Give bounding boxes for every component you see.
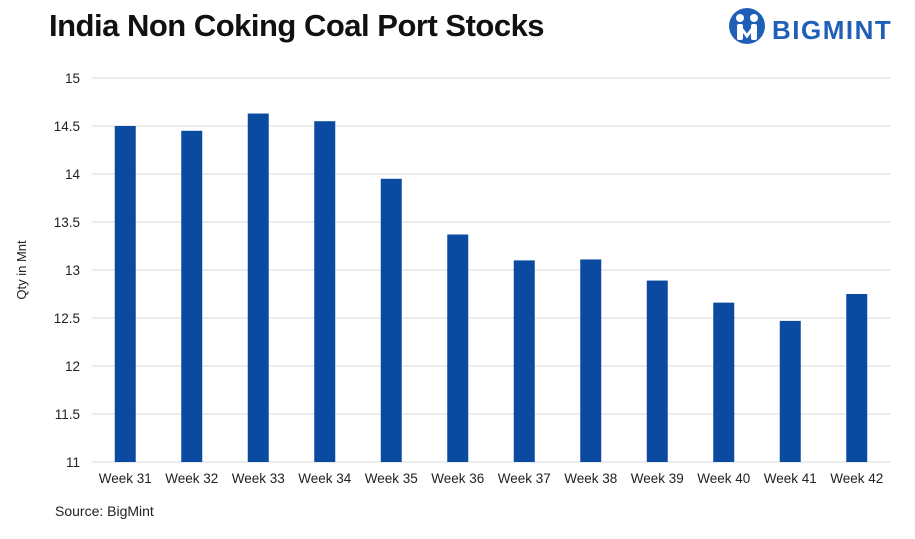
x-tick-label: Week 32	[165, 471, 218, 486]
bar	[713, 302, 735, 462]
x-tick-label: Week 42	[830, 471, 883, 486]
x-tick-label: Week 36	[431, 471, 484, 486]
x-tick-label: Week 31	[99, 471, 152, 486]
y-axis-label: Qty in Mnt	[14, 240, 29, 300]
y-tick-label: 15	[65, 71, 80, 86]
x-tick-label: Week 38	[564, 471, 617, 486]
bar	[513, 260, 535, 462]
bar	[247, 113, 269, 463]
bar	[646, 280, 668, 462]
bar	[181, 130, 203, 463]
bigmint-logo-icon	[729, 8, 765, 44]
source-note: Source: BigMint	[55, 503, 154, 519]
bar	[580, 259, 602, 462]
x-tick-label: Week 35	[365, 471, 418, 486]
bar	[380, 178, 402, 463]
bar	[447, 234, 469, 462]
x-tick-label: Week 39	[631, 471, 684, 486]
y-tick-label: 12	[65, 359, 80, 374]
x-tick-label: Week 41	[764, 471, 817, 486]
x-tick-label: Week 40	[697, 471, 750, 486]
chart-title: India Non Coking Coal Port Stocks	[49, 8, 545, 43]
y-tick-label: 11	[66, 455, 80, 470]
bigmint-logo: BIGMINT	[728, 6, 908, 48]
y-axis-ticks: 11 11.5 12 12.5 13 13.5 14 14.5 15	[54, 71, 81, 470]
bar	[846, 294, 868, 462]
y-tick-label: 14.5	[54, 119, 80, 134]
x-tick-label: Week 33	[232, 471, 285, 486]
logo-text: BIGMINT	[772, 15, 893, 45]
x-tick-label: Week 37	[498, 471, 551, 486]
y-tick-label: 11.5	[55, 407, 80, 422]
bars	[114, 113, 868, 463]
y-tick-label: 13	[65, 263, 80, 278]
y-tick-label: 14	[65, 167, 81, 182]
y-tick-label: 13.5	[54, 215, 80, 230]
x-tick-label: Week 34	[298, 471, 352, 486]
x-axis-ticks: Week 31 Week 32 Week 33 Week 34 Week 35 Week …	[99, 471, 884, 486]
bar	[114, 126, 136, 462]
bar	[779, 320, 801, 462]
gridlines	[92, 77, 890, 463]
y-tick-label: 12.5	[54, 311, 80, 326]
bar	[314, 121, 336, 462]
